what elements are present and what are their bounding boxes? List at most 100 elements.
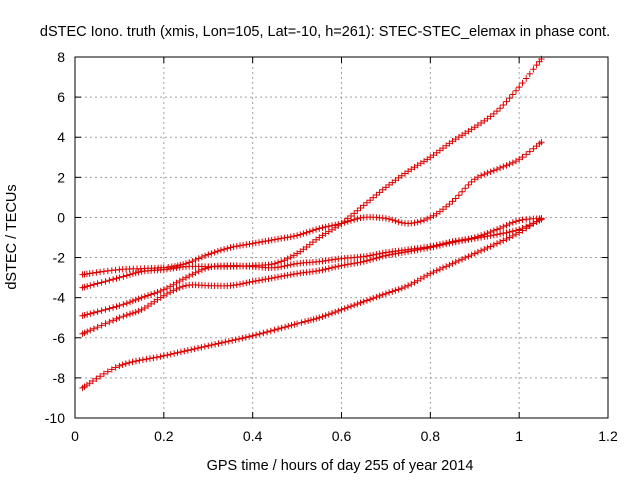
x-tick-label: 0.6 bbox=[332, 428, 352, 444]
data-point bbox=[163, 355, 165, 357]
data-point bbox=[429, 216, 432, 219]
x-tick-label: 1.2 bbox=[598, 428, 618, 444]
data-point bbox=[318, 269, 321, 272]
data-point bbox=[340, 264, 343, 267]
data-point bbox=[407, 250, 409, 253]
data-point bbox=[385, 292, 387, 295]
data-point bbox=[81, 286, 84, 289]
data-point bbox=[118, 316, 121, 319]
data-point bbox=[274, 262, 276, 265]
data-point bbox=[81, 273, 84, 276]
chart-title: dSTEC Iono. truth (xmis, Lon=105, Lat=-1… bbox=[40, 24, 610, 40]
data-point bbox=[451, 241, 454, 244]
x-tick-label: 0.4 bbox=[243, 428, 263, 444]
data-point bbox=[362, 216, 365, 219]
data-point bbox=[318, 236, 321, 239]
data-point bbox=[81, 332, 84, 335]
data-point bbox=[81, 387, 84, 389]
data-point bbox=[296, 252, 298, 255]
data-point bbox=[251, 280, 254, 283]
data-point bbox=[362, 260, 365, 263]
x-axis-label: GPS time / hours of day 255 of year 2014 bbox=[207, 458, 474, 474]
data-point bbox=[296, 322, 298, 325]
data-point bbox=[385, 217, 387, 220]
data-point bbox=[207, 345, 210, 347]
data-point bbox=[81, 314, 84, 317]
data-point bbox=[496, 233, 498, 236]
data-point bbox=[118, 276, 121, 279]
y-tick-label: -8 bbox=[53, 370, 66, 386]
data-point bbox=[118, 268, 121, 271]
y-tick-label: -6 bbox=[53, 330, 66, 346]
data-point bbox=[229, 246, 232, 249]
data-point bbox=[451, 140, 454, 143]
data-point bbox=[540, 141, 543, 144]
y-tick-label: 2 bbox=[57, 169, 65, 185]
data-point bbox=[496, 168, 498, 171]
data-point bbox=[118, 365, 121, 367]
data-point bbox=[540, 58, 543, 60]
data-point bbox=[473, 126, 476, 128]
data-point bbox=[140, 296, 143, 299]
x-tick-label: 1 bbox=[515, 428, 523, 444]
data-point bbox=[473, 252, 476, 255]
data-point bbox=[407, 284, 409, 287]
data-point bbox=[362, 204, 365, 207]
tick-layer: 0 0.2 0.4 0.6 0.8 1 1.2 -10 -8 -6 -4 -2 0 2 4 6 8 bbox=[45, 49, 618, 444]
data-point bbox=[274, 238, 276, 241]
y-tick-label: 0 bbox=[57, 209, 65, 225]
data-point bbox=[540, 217, 543, 220]
y-tick-label: 4 bbox=[57, 129, 65, 145]
data-point bbox=[229, 264, 232, 267]
data-point bbox=[229, 284, 232, 287]
data-point bbox=[163, 268, 165, 271]
data-point bbox=[451, 262, 454, 265]
data-point bbox=[385, 186, 387, 189]
data-point bbox=[118, 304, 121, 307]
data-point bbox=[340, 257, 343, 260]
data-point bbox=[518, 86, 520, 88]
x-tick-label: 0.8 bbox=[421, 428, 441, 444]
data-point bbox=[274, 276, 276, 279]
series-4 bbox=[79, 216, 545, 337]
data-point bbox=[362, 300, 365, 303]
data-point bbox=[140, 270, 143, 273]
data-point bbox=[185, 284, 187, 287]
data-point bbox=[496, 242, 498, 245]
x-tick-label: 0 bbox=[71, 428, 79, 444]
data-point bbox=[296, 272, 298, 275]
data-point bbox=[429, 156, 432, 159]
data-point bbox=[518, 158, 520, 161]
data-point bbox=[296, 234, 298, 237]
data-point bbox=[207, 253, 210, 256]
data-point bbox=[251, 242, 254, 245]
data-point bbox=[451, 200, 454, 203]
data-point bbox=[340, 222, 343, 225]
y-axis-label: dSTEC / TECUs bbox=[4, 184, 20, 289]
data-point bbox=[518, 231, 520, 234]
data-point bbox=[429, 246, 432, 249]
data-point bbox=[318, 260, 321, 263]
y-tick-label: 6 bbox=[57, 89, 65, 105]
data-point bbox=[318, 227, 321, 230]
data-point bbox=[407, 222, 409, 225]
data-point bbox=[207, 266, 210, 269]
data-point bbox=[473, 237, 476, 240]
data-point bbox=[163, 294, 165, 297]
y-tick-label: -10 bbox=[45, 410, 65, 426]
data-point bbox=[163, 288, 165, 291]
data-point bbox=[407, 170, 409, 173]
data-point bbox=[429, 272, 432, 275]
data-point bbox=[185, 265, 187, 268]
data-point bbox=[274, 266, 276, 269]
x-tick-label: 0.2 bbox=[154, 428, 174, 444]
data-point bbox=[496, 228, 498, 231]
data-point bbox=[496, 110, 498, 112]
series-layer bbox=[79, 55, 545, 392]
data-point bbox=[251, 334, 254, 337]
data-point bbox=[207, 284, 210, 287]
series-5 bbox=[79, 215, 545, 392]
data-point bbox=[140, 308, 143, 311]
